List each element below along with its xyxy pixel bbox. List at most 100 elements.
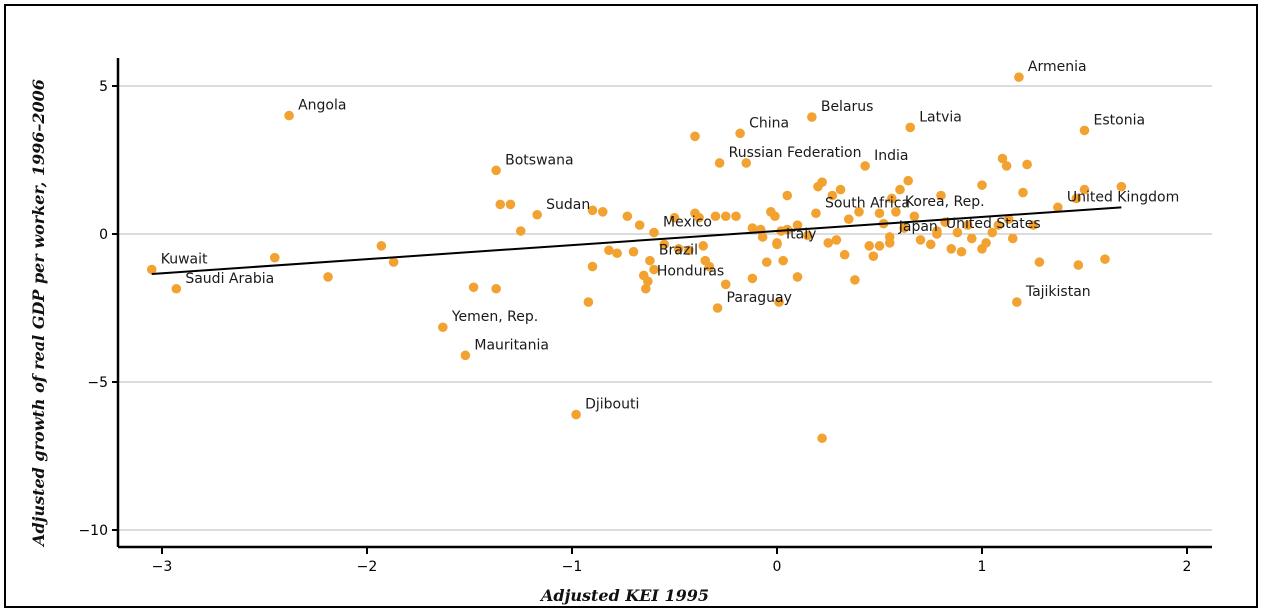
- trend-line-group: [151, 206, 1122, 275]
- x-tick-label: 2: [1183, 559, 1192, 575]
- data-point: [772, 239, 782, 250]
- point-label: Yemen, Rep.: [451, 309, 538, 325]
- trend-line: [151, 206, 1122, 275]
- point-label: United States: [946, 216, 1041, 232]
- data-point: [684, 245, 694, 256]
- y-tick-label: 5: [99, 79, 108, 95]
- y-tick-label: −10: [78, 523, 108, 539]
- data-point: [741, 158, 752, 168]
- data-point: [1034, 257, 1045, 267]
- data-point: [532, 209, 542, 220]
- point-label: Mexico: [663, 215, 712, 231]
- data-point: [903, 175, 913, 186]
- data-point: [146, 264, 157, 275]
- data-point: [673, 244, 684, 254]
- data-point: [694, 212, 704, 223]
- point-label: Korea, Rep.: [905, 194, 985, 210]
- data-point: [792, 220, 803, 230]
- data-point: [774, 297, 784, 307]
- x-tick-label: −3: [152, 559, 173, 575]
- data-point: [1028, 220, 1039, 230]
- data-point: [460, 350, 471, 361]
- data-point: [171, 283, 182, 294]
- data-point: [587, 261, 598, 272]
- point-label: Honduras: [657, 263, 724, 279]
- data-point: [712, 303, 723, 313]
- data-point: [864, 241, 875, 251]
- data-point: [891, 207, 901, 217]
- point-label: Djibouti: [585, 397, 639, 413]
- point-label: United Kingdom: [1067, 189, 1179, 205]
- data-point: [839, 249, 850, 260]
- data-point: [720, 211, 731, 222]
- data-point: [747, 273, 758, 284]
- x-tick-labels: −3 −2 −1 0 1 2: [152, 559, 1192, 575]
- data-point: [761, 257, 772, 267]
- data-point: [987, 227, 998, 238]
- data-point: [874, 241, 885, 251]
- data-point: [868, 251, 879, 261]
- data-point: [899, 223, 909, 233]
- data-point: [735, 128, 745, 139]
- point-label: Armenia: [1028, 59, 1087, 75]
- data-point: [932, 229, 942, 239]
- data-point: [993, 220, 1004, 230]
- data-point: [628, 246, 639, 257]
- point-label: Botswana: [505, 152, 573, 168]
- data-point: [438, 322, 448, 333]
- data-point: [1071, 193, 1082, 204]
- point-label: India: [874, 148, 908, 164]
- data-point: [710, 211, 721, 222]
- point-label: Russian Federation: [729, 145, 862, 161]
- data-point: [1100, 254, 1110, 264]
- data-point: [936, 190, 946, 201]
- point-label: Brazil: [659, 243, 698, 259]
- point-label: Kuwait: [161, 252, 208, 268]
- data-point: [491, 283, 501, 294]
- data-point: [1001, 161, 1012, 171]
- point-label: Saudi Arabia: [185, 271, 274, 287]
- data-point: [757, 232, 768, 242]
- data-point: [843, 214, 854, 224]
- data-point: [495, 199, 506, 210]
- data-point: [690, 131, 700, 142]
- data-point: [874, 208, 885, 219]
- data-point: [491, 165, 501, 176]
- chart-frame: [4, 4, 1258, 608]
- data-point: [895, 184, 905, 195]
- data-point: [997, 153, 1008, 164]
- data-point: [612, 248, 622, 259]
- data-point: [388, 257, 399, 267]
- data-point: [714, 158, 725, 168]
- data-point: [811, 208, 821, 219]
- data-point: [583, 297, 594, 307]
- data-point: [284, 110, 294, 121]
- x-tick-label: 1: [978, 559, 987, 575]
- point-label: China: [749, 115, 789, 131]
- data-point: [1003, 214, 1014, 224]
- data-point: [604, 245, 614, 256]
- data-point: [1007, 233, 1018, 244]
- data-point: [634, 220, 645, 230]
- point-label: Tajikistan: [1025, 284, 1091, 300]
- data-point: [747, 223, 758, 233]
- data-point: [587, 205, 598, 216]
- data-point: [962, 220, 973, 230]
- data-point: [515, 226, 526, 236]
- data-point: [622, 211, 633, 222]
- data-point: [649, 227, 659, 238]
- x-tick-label: −2: [357, 559, 378, 575]
- data-point: [1053, 202, 1063, 213]
- data-point: [952, 227, 963, 238]
- point-label: Japan: [898, 219, 938, 235]
- point-label: Paraguay: [727, 290, 792, 306]
- data-point: [807, 112, 817, 122]
- data-point: [981, 238, 991, 248]
- data-point: [860, 161, 870, 171]
- data-point: [571, 409, 581, 420]
- y-tick-label: −5: [87, 375, 108, 391]
- point-label: South Africa: [825, 195, 910, 211]
- data-point: [1079, 184, 1090, 195]
- point-label: Italy: [786, 226, 816, 242]
- data-point: [977, 180, 987, 190]
